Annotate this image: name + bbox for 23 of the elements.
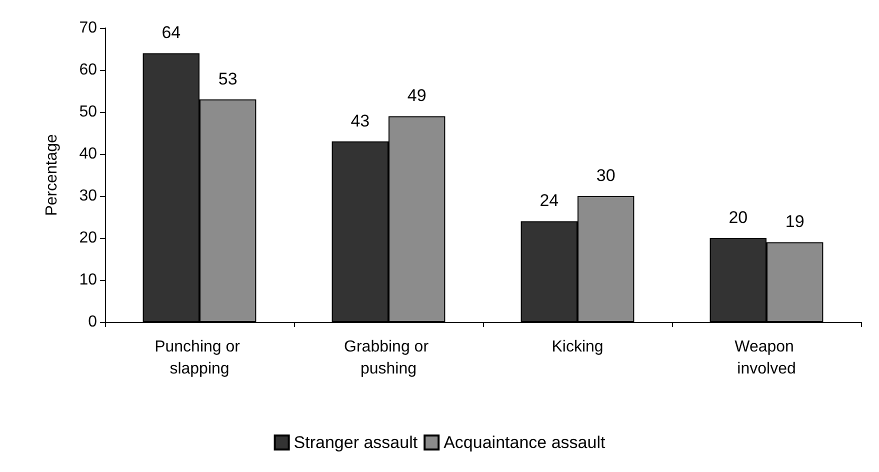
y-tick-label: 0 [88, 314, 98, 330]
data-label: 49 [407, 86, 426, 106]
data-label: 53 [218, 69, 238, 88]
y-tick-label: 70 [79, 20, 98, 36]
data-label: 30 [596, 166, 616, 185]
x-tick-label: Grabbing or pushing [344, 338, 433, 378]
y-tick-label: 40 [79, 146, 98, 162]
y-tick-label: 60 [79, 62, 98, 78]
y-tick-label: 50 [79, 104, 98, 120]
y-axis-title: Percentage [44, 134, 60, 216]
data-label: 24 [540, 191, 559, 210]
y-tick-label: 20 [79, 230, 98, 246]
legend-label: Stranger assault [294, 433, 418, 452]
y-tick-label: 30 [79, 188, 98, 204]
x-tick-label: Weapon involved [734, 338, 798, 378]
x-tick-label: Kicking [552, 338, 604, 356]
data-label: 20 [728, 208, 748, 227]
data-label: 43 [350, 111, 370, 130]
y-tick-label: 10 [79, 272, 98, 288]
data-label: 19 [785, 212, 804, 232]
legend-label: Acquaintance assault [444, 433, 606, 452]
x-tick-label: Punching or slapping [154, 338, 244, 378]
data-label: 64 [162, 23, 181, 42]
